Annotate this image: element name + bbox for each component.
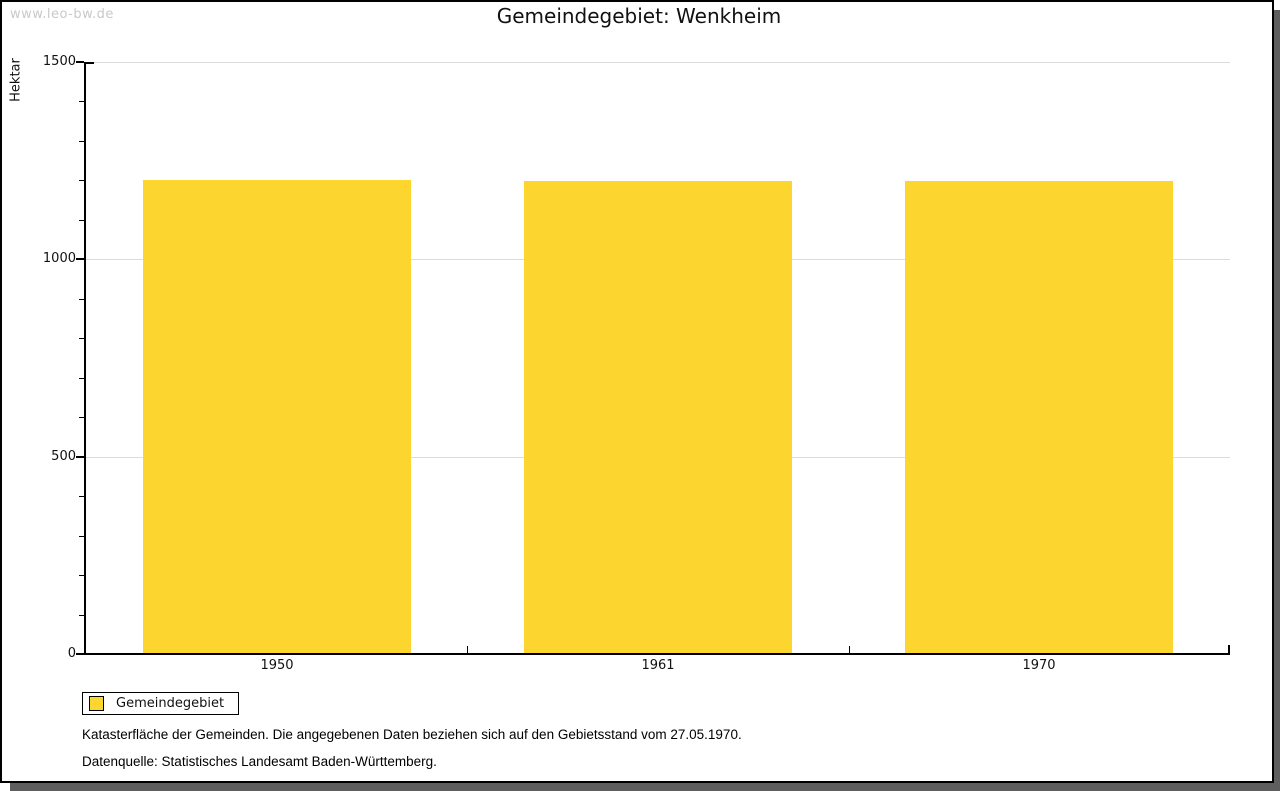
- y-minor-tick: [79, 417, 84, 418]
- y-major-tick: [76, 653, 84, 655]
- bar-1970: [905, 181, 1173, 654]
- y-tick-label: 0: [67, 646, 76, 661]
- y-minor-tick: [79, 220, 84, 221]
- y-minor-tick: [79, 615, 84, 616]
- y-minor-tick: [79, 141, 84, 142]
- footnote-source-note: Katasterfläche der Gemeinden. Die angege…: [82, 727, 742, 742]
- y-minor-tick: [79, 575, 84, 576]
- x-tick-label: 1961: [641, 658, 675, 673]
- bar-1961: [524, 181, 792, 654]
- y-major-tick: [76, 456, 84, 458]
- y-major-tick: [76, 258, 84, 260]
- footnote-data-source: Datenquelle: Statistisches Landesamt Bad…: [82, 754, 437, 769]
- y-axis-line: [84, 62, 86, 654]
- watermark: www.leo-bw.de: [10, 7, 114, 22]
- y-minor-tick: [79, 536, 84, 537]
- legend-swatch: [89, 696, 104, 711]
- x-axis-line: [84, 653, 1230, 655]
- chart-title: Gemeindegebiet: Wenkheim: [496, 4, 782, 28]
- y-tick-label: 1000: [42, 251, 76, 266]
- y-tick-label: 1500: [42, 54, 76, 69]
- frame-shadow-bottom: [10, 783, 1280, 791]
- y-minor-tick: [79, 101, 84, 102]
- frame-shadow-right: [1274, 10, 1280, 791]
- gridline: [86, 62, 1230, 63]
- y-minor-tick: [79, 299, 84, 300]
- y-minor-tick: [79, 338, 84, 339]
- y-minor-tick: [79, 496, 84, 497]
- legend: Gemeindegebiet: [82, 692, 240, 715]
- y-axis-end-bracket: [86, 62, 94, 64]
- legend-label: Gemeindegebiet: [116, 696, 225, 711]
- x-category-tick: [849, 646, 850, 653]
- y-minor-tick: [79, 378, 84, 379]
- x-tick-label: 1950: [260, 658, 294, 673]
- x-axis-end-bracket: [1228, 645, 1230, 653]
- bar-1950: [143, 180, 411, 654]
- y-tick-label: 500: [51, 449, 76, 464]
- y-minor-tick: [79, 180, 84, 181]
- x-category-tick: [467, 646, 468, 653]
- x-tick-label: 1970: [1022, 658, 1056, 673]
- y-major-tick: [76, 61, 84, 63]
